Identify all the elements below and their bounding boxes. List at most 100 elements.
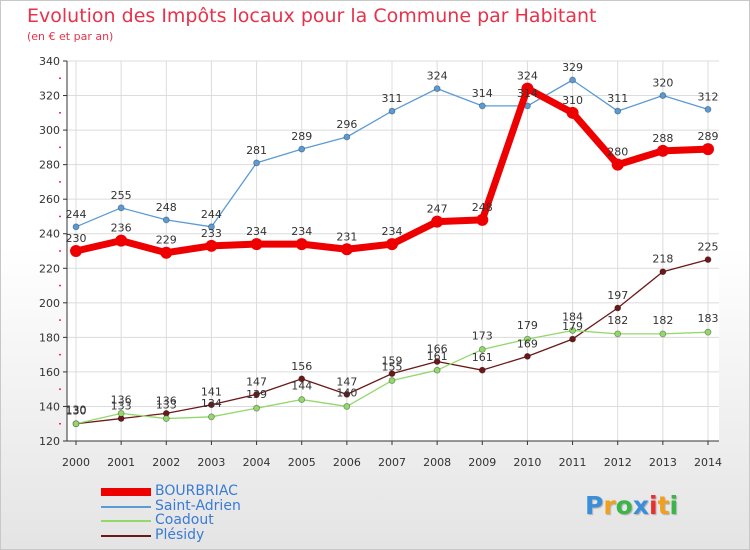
data-point <box>208 401 215 409</box>
data-label: 233 <box>201 227 222 240</box>
data-label: 136 <box>156 394 177 407</box>
data-point <box>611 158 624 171</box>
y-tick-label: 140 <box>39 400 60 413</box>
data-label: 234 <box>246 225 267 238</box>
data-point <box>388 377 396 384</box>
data-label: 225 <box>698 241 719 254</box>
legend-swatch <box>101 534 151 537</box>
data-label: 133 <box>111 400 132 413</box>
chart-title: Evolution des Impôts locaux pour la Comm… <box>27 5 597 27</box>
y-tick-label: 300 <box>39 124 60 137</box>
y-tick-label: 240 <box>39 228 60 241</box>
data-point <box>340 243 353 256</box>
data-point <box>250 238 263 251</box>
data-label: 173 <box>472 329 493 342</box>
data-point <box>298 396 306 403</box>
data-label: 280 <box>607 146 628 159</box>
data-label: 133 <box>156 399 177 412</box>
data-point <box>298 145 306 153</box>
logo-letter: r <box>603 491 616 520</box>
data-label: 255 <box>111 189 132 202</box>
legend-label: Coadout <box>155 512 214 528</box>
data-point <box>476 213 489 226</box>
data-label: 130 <box>66 404 87 417</box>
data-label: 179 <box>562 320 583 333</box>
x-tick-label: 2008 <box>423 456 451 469</box>
data-label: 236 <box>111 222 132 235</box>
data-point <box>343 133 351 141</box>
x-tick-label: 2005 <box>288 456 316 469</box>
x-tick-label: 2010 <box>513 456 541 469</box>
legend-label: BOURBRIAC <box>155 483 238 499</box>
data-point <box>70 245 82 257</box>
data-label: 289 <box>698 130 719 143</box>
data-label: 296 <box>336 118 357 131</box>
y-tick-label: 320 <box>39 90 60 103</box>
data-point <box>614 107 622 115</box>
logo-letter: i <box>669 491 679 520</box>
data-label: 166 <box>427 343 448 356</box>
y-tick-label: 200 <box>39 297 60 310</box>
proxiti-logo: Proxiti <box>585 491 678 520</box>
data-label: 197 <box>607 289 628 302</box>
data-point <box>431 215 444 228</box>
data-point <box>704 105 712 113</box>
data-point <box>117 204 125 212</box>
y-tick-label: 160 <box>39 366 60 379</box>
data-label: 147 <box>336 375 357 388</box>
data-point <box>208 413 215 421</box>
data-point <box>205 239 218 252</box>
data-point <box>569 335 576 343</box>
x-tick-label: 2003 <box>197 456 225 469</box>
data-point <box>614 330 622 338</box>
data-label: 230 <box>66 232 87 245</box>
logo-letter: o <box>615 491 633 520</box>
logo-letter: x <box>632 491 649 520</box>
data-label: 311 <box>607 92 628 105</box>
data-label: 159 <box>382 355 403 368</box>
data-point <box>659 92 667 99</box>
x-tick-label: 2000 <box>62 456 90 469</box>
data-point <box>478 366 486 374</box>
data-point <box>433 366 441 374</box>
data-label: 288 <box>652 132 673 145</box>
legend-label: Plésidy <box>155 526 205 543</box>
data-label: 140 <box>336 386 357 399</box>
data-point <box>253 159 260 167</box>
data-point <box>524 335 531 343</box>
data-label: 134 <box>201 397 222 410</box>
data-label: 234 <box>382 225 403 238</box>
data-point <box>208 223 215 231</box>
data-point <box>386 238 398 251</box>
legend-swatch <box>101 488 151 496</box>
data-point <box>566 106 579 119</box>
data-label: 183 <box>698 312 719 325</box>
data-label: 244 <box>66 208 87 221</box>
data-label: 314 <box>472 87 493 100</box>
data-label: 130 <box>66 405 87 418</box>
data-point <box>521 82 534 95</box>
x-tick-label: 2002 <box>152 456 180 469</box>
data-label: 141 <box>201 386 222 399</box>
data-point <box>298 375 306 383</box>
data-point <box>569 76 576 84</box>
data-point <box>704 256 712 264</box>
data-label: 324 <box>517 70 538 83</box>
legend-label: Saint-Adrien <box>155 497 241 514</box>
x-tick-label: 2009 <box>468 456 496 469</box>
data-label: 329 <box>562 61 583 74</box>
data-point <box>160 246 173 259</box>
data-label: 218 <box>652 253 673 266</box>
data-point <box>614 304 622 312</box>
data-point <box>117 409 125 417</box>
x-tick-label: 2007 <box>378 456 406 469</box>
y-tick-label: 340 <box>39 55 60 68</box>
data-point <box>295 238 308 251</box>
data-point <box>478 102 486 110</box>
data-label: 244 <box>201 208 222 221</box>
data-label: 320 <box>652 77 673 90</box>
x-tick-label: 2004 <box>243 456 271 469</box>
data-label: 155 <box>382 361 403 374</box>
data-point <box>72 420 80 428</box>
